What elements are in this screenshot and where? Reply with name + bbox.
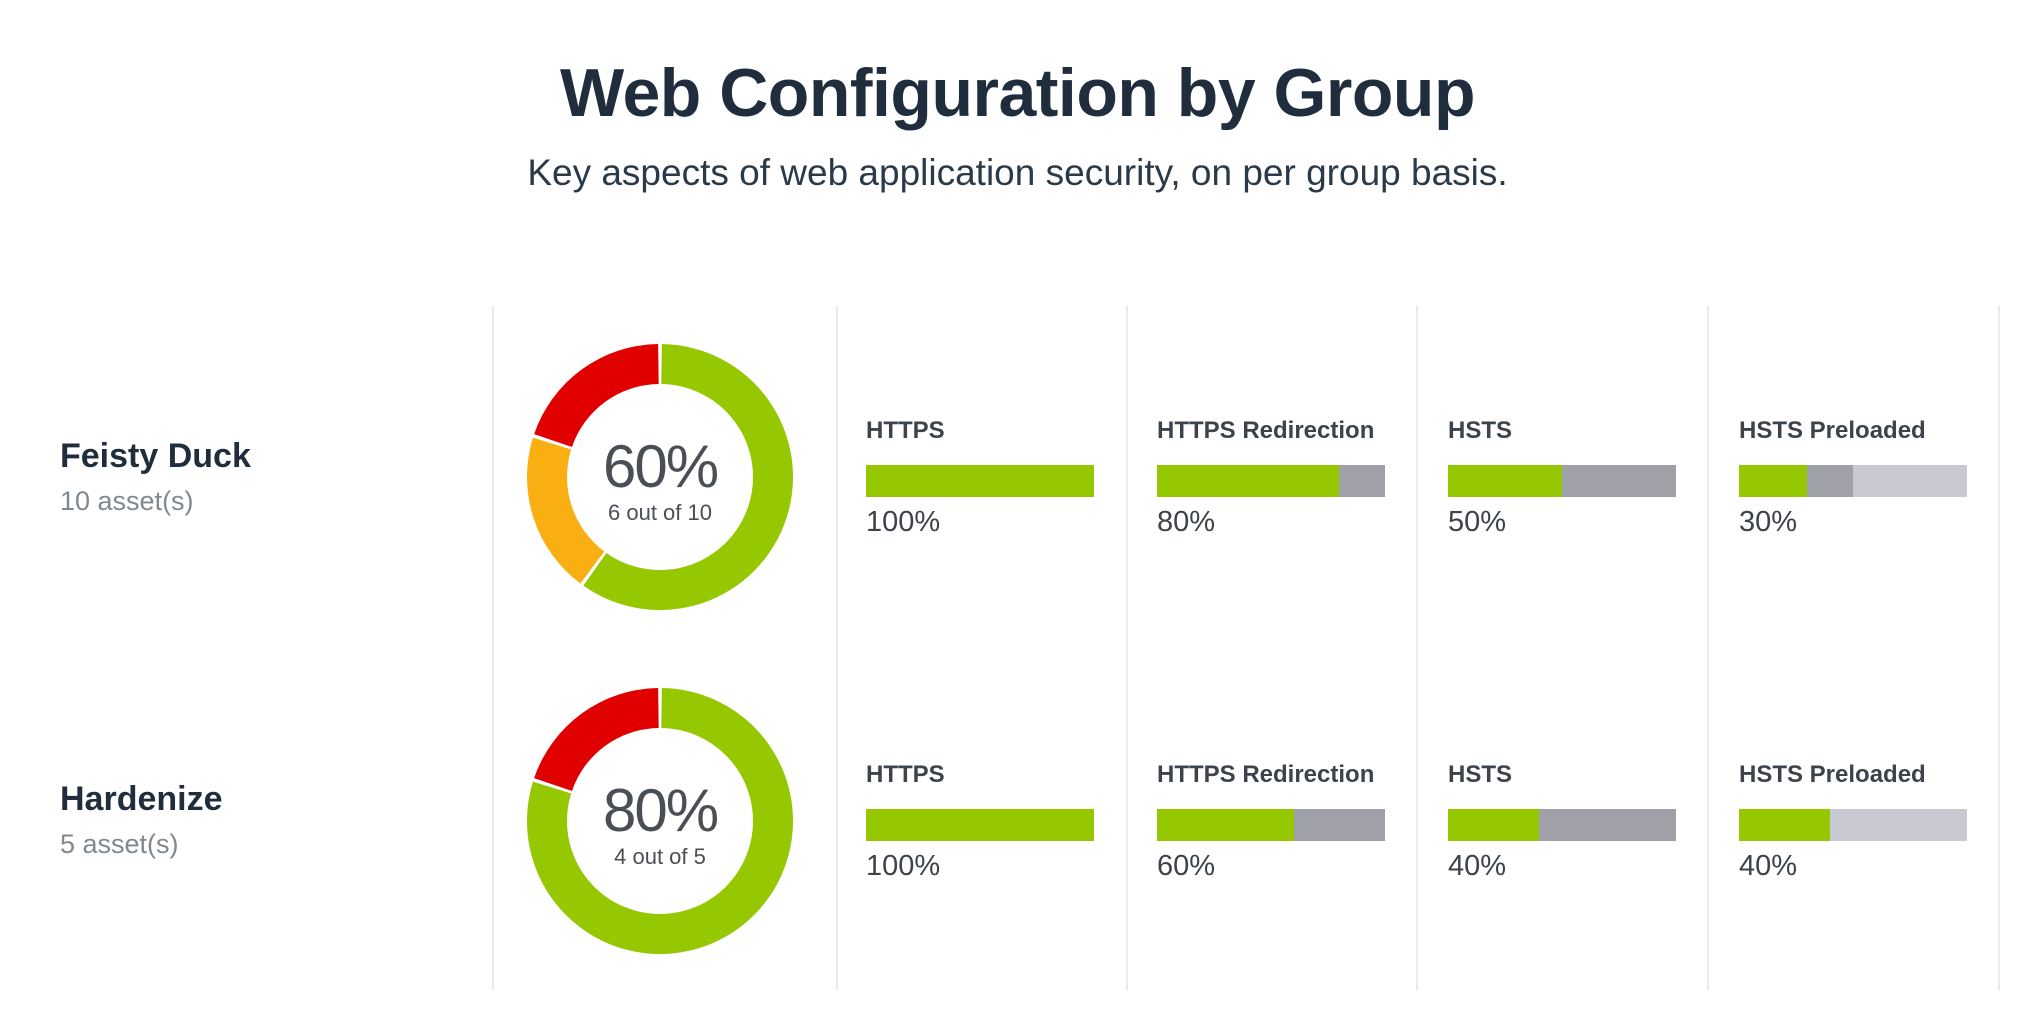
metric-label-hsts: HSTS	[1448, 417, 1513, 444]
metric-label-hsts-preloaded: HSTS Preloaded	[1739, 761, 1926, 788]
bar-segment	[1830, 809, 1967, 841]
metric-value-hsts-preloaded: 30%	[1739, 506, 1798, 538]
donut-segment	[527, 688, 793, 954]
metric-label-https-redirection: HTTPS Redirection	[1157, 417, 1375, 444]
metric-label-hsts: HSTS	[1448, 761, 1513, 788]
column-divider	[1416, 306, 1418, 990]
bar-segment	[1339, 465, 1385, 497]
page-subtitle: Key aspects of web application security,…	[527, 152, 1508, 193]
bar-segment	[1739, 809, 1831, 841]
donut-percent-label: 60%	[602, 433, 719, 500]
column-divider	[836, 306, 838, 990]
metric-bar-hsts-preloaded	[1739, 465, 1967, 497]
donut-chart	[527, 344, 793, 610]
donut-chart	[527, 688, 793, 954]
bar-segment	[1739, 465, 1808, 497]
bar-segment	[1157, 465, 1340, 497]
metric-value-hsts-preloaded: 40%	[1739, 850, 1798, 882]
bar-segment	[1807, 465, 1853, 497]
column-divider	[492, 306, 494, 990]
bar-segment	[866, 809, 1094, 841]
donut-segment	[583, 344, 793, 610]
bar-segment	[1562, 465, 1676, 497]
donut-percent-label: 80%	[602, 777, 719, 844]
metric-label-https: HTTPS	[866, 417, 945, 444]
bar-segment	[1157, 809, 1294, 841]
donut-segment	[534, 688, 659, 792]
metric-value-https: 100%	[866, 506, 941, 538]
metric-value-hsts: 50%	[1448, 506, 1507, 538]
group-asset-count: 5 asset(s)	[60, 829, 179, 859]
group-name[interactable]: Hardenize	[60, 780, 223, 818]
bar-segment	[1293, 809, 1385, 841]
metric-bar-hsts	[1448, 809, 1676, 841]
metric-value-https-redirection: 80%	[1157, 506, 1216, 538]
donut-segment	[534, 344, 659, 448]
metric-bar-hsts-preloaded	[1739, 809, 1967, 841]
donut-caption: 6 out of 10	[608, 500, 712, 525]
metric-label-https-redirection: HTTPS Redirection	[1157, 761, 1375, 788]
donut-segment	[527, 437, 605, 584]
column-divider	[1126, 306, 1128, 990]
metric-bar-https-redirection	[1157, 465, 1385, 497]
metric-value-https-redirection: 60%	[1157, 850, 1216, 882]
metric-bar-https	[866, 809, 1094, 841]
column-divider	[1707, 306, 1709, 990]
bar-segment	[1852, 465, 1967, 497]
group-asset-count: 10 asset(s)	[60, 486, 194, 516]
metric-label-https: HTTPS	[866, 761, 945, 788]
bar-segment	[1539, 809, 1676, 841]
metric-bar-https-redirection	[1157, 809, 1385, 841]
metric-value-https: 100%	[866, 850, 941, 882]
column-divider	[1998, 306, 2000, 990]
bar-segment	[1448, 809, 1540, 841]
metric-bar-hsts	[1448, 465, 1676, 497]
bar-segment	[866, 465, 1094, 497]
metric-bar-https	[866, 465, 1094, 497]
bar-segment	[1448, 465, 1562, 497]
page-title: Web Configuration by Group	[560, 55, 1476, 131]
metric-value-hsts: 40%	[1448, 850, 1507, 882]
group-name[interactable]: Feisty Duck	[60, 437, 251, 475]
donut-caption: 4 out of 5	[614, 844, 706, 869]
metric-label-hsts-preloaded: HSTS Preloaded	[1739, 417, 1926, 444]
